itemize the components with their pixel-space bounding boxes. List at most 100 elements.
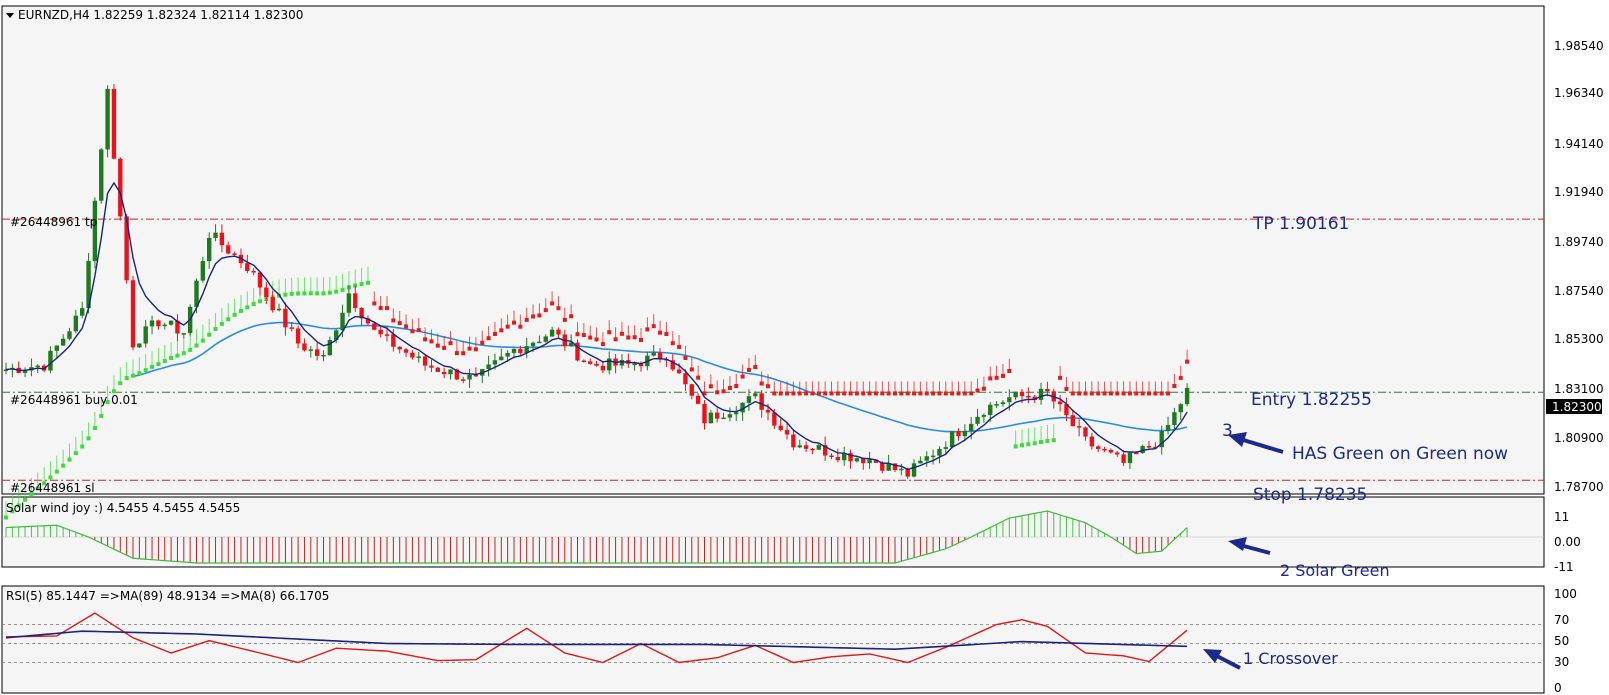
price-tick: 1.94140 [1554, 137, 1604, 151]
trail-marker [867, 391, 872, 396]
solar-header: Solar wind joy :) 4.5455 4.5455 4.5455 [6, 501, 240, 515]
trail-marker [639, 337, 643, 342]
trail-marker [137, 371, 142, 376]
trail-marker [372, 301, 377, 306]
price-tick: 1.83100 [1554, 382, 1604, 396]
candle-body [467, 374, 472, 380]
candle-body [822, 445, 828, 456]
candle-body [257, 272, 263, 288]
price-tick: 1.85300 [1554, 332, 1604, 346]
candle-body [727, 414, 733, 418]
trail-marker [962, 391, 967, 396]
trail-marker [1115, 391, 1120, 396]
trail-marker [111, 389, 116, 394]
trail-marker [581, 333, 586, 338]
candle-body [956, 431, 961, 437]
trail-marker [86, 436, 91, 441]
candle-body [930, 455, 936, 458]
trail-marker [80, 444, 85, 449]
trail-marker [334, 289, 339, 294]
trail-marker [321, 291, 326, 296]
solar-line [5, 510, 1188, 564]
trail-marker [10, 509, 15, 514]
trail-marker [753, 365, 758, 370]
candle-body [232, 253, 237, 256]
candle-body [181, 333, 186, 335]
trail-marker [124, 376, 129, 381]
solar-pane-background [1, 496, 1545, 568]
candle-body [499, 356, 504, 361]
current-price-label: 1.82300 [1552, 400, 1602, 414]
trail-marker [92, 426, 97, 431]
trail-marker [67, 457, 72, 462]
candle-body [353, 293, 358, 308]
candle-body [1134, 452, 1139, 455]
trail-marker [169, 356, 174, 361]
trail-marker [899, 391, 904, 396]
trail-marker [785, 391, 790, 396]
candle-body [245, 263, 250, 271]
trail-marker [473, 347, 478, 352]
candle-body [949, 431, 955, 448]
trail-marker [670, 341, 675, 346]
order-sl-label: #26448961 sl [10, 481, 95, 495]
candle-body [200, 261, 206, 281]
trail-marker [1178, 375, 1183, 380]
trail-marker [664, 331, 669, 336]
trail-marker [404, 324, 409, 329]
trail-marker [943, 391, 948, 396]
candle-body [207, 237, 212, 262]
trail-marker [48, 475, 53, 480]
price-pane [2, 83, 1544, 520]
candle-body [861, 458, 866, 464]
candle-body [683, 373, 688, 385]
trail-marker [118, 381, 123, 386]
trail-marker [73, 451, 78, 456]
trail-marker [696, 375, 701, 380]
current-price-tag [1546, 399, 1602, 414]
candle-body [1032, 396, 1037, 400]
candle-body [854, 458, 860, 462]
trail-marker [524, 317, 529, 322]
trail-marker [848, 391, 853, 396]
trail-marker [42, 481, 47, 486]
trail-marker [956, 391, 961, 396]
candle-body [270, 297, 275, 311]
trail-marker [778, 391, 783, 396]
candle-body [886, 463, 891, 471]
trail-marker [391, 318, 396, 323]
trail-marker [143, 368, 148, 373]
candle-body [454, 369, 460, 380]
trail-marker [359, 282, 364, 287]
trail-marker [1064, 386, 1069, 391]
collapse-triangle-icon[interactable] [6, 13, 14, 18]
has-green-annotation: HAS Green on Green now [1292, 444, 1508, 464]
candle-body [784, 429, 790, 435]
candle-body [765, 409, 771, 413]
candle-body [1153, 446, 1158, 449]
trail-marker [188, 347, 193, 352]
candle-body [1000, 402, 1006, 405]
trail-marker [924, 391, 929, 396]
trail-marker [607, 330, 612, 335]
trail-marker [54, 469, 59, 474]
trail-marker [600, 342, 605, 347]
candle-body [524, 346, 529, 353]
candle-body [549, 329, 555, 337]
trail-marker [1058, 375, 1063, 380]
trail-marker [423, 337, 428, 342]
candle-body [657, 352, 663, 359]
candle-body [1178, 404, 1183, 413]
three-annotation: 3 [1222, 421, 1233, 441]
trail-marker [219, 321, 224, 326]
candle-body [1140, 446, 1145, 453]
price-tick: 1.96340 [1554, 86, 1604, 100]
candle-body [911, 463, 917, 477]
trail-marker [569, 314, 574, 319]
solar-pane [2, 510, 1544, 564]
candle-body [676, 369, 682, 374]
candle-body [543, 336, 548, 342]
candle-body [60, 338, 66, 346]
candle-body [530, 342, 536, 347]
candle-body [842, 453, 847, 461]
